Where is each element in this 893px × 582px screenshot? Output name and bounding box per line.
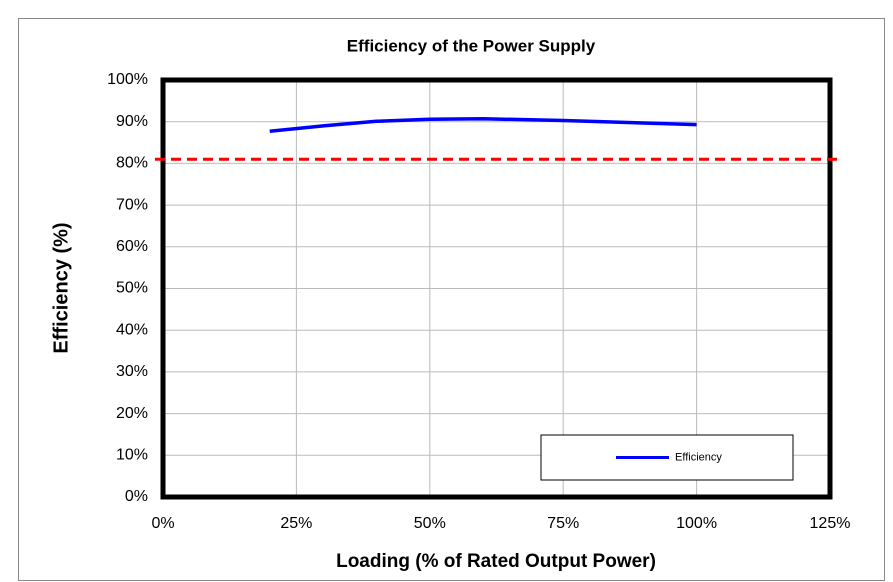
data-line [269,117,697,134]
y-tick-label: 30% [116,363,148,380]
x-axis-label: Loading (% of Rated Output Power) [336,551,656,572]
y-tick-label: 100% [107,71,148,88]
legend-label: Efficiency [675,451,722,463]
x-tick-label: 100% [676,515,717,532]
x-tick-label: 75% [547,515,579,532]
x-tick-label: 125% [810,515,851,532]
y-tick-label: 20% [116,405,148,422]
y-axis-label: Efficiency (%) [50,222,72,353]
x-tick-label: 50% [414,515,446,532]
x-tick-label: 0% [151,515,174,532]
y-tick-label: 60% [116,238,148,255]
y-tick-label: 70% [116,196,148,213]
y-tick-label: 80% [116,155,148,172]
chart-title: Efficiency of the Power Supply [347,36,596,55]
y-tick-label: 10% [116,447,148,464]
y-tick-label: 90% [116,113,148,130]
y-tick-label: 50% [116,280,148,297]
y-tick-label: 40% [116,321,148,338]
plot-border [160,77,833,500]
y-tick-label: 0% [125,488,148,505]
x-tick-label: 25% [280,515,312,532]
